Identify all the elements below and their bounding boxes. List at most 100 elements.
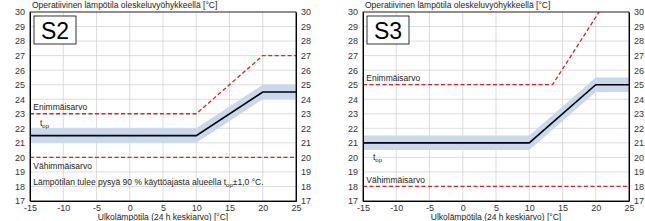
y-axis-left-tick-label: 20 (348, 153, 358, 163)
y-axis-left-tick: 22 (15, 124, 30, 134)
y-axis-left-tick-label: 18 (15, 182, 25, 192)
y-axis-left-tick-label: 30 (15, 7, 25, 17)
y-axis-left-tick-label: 28 (15, 36, 25, 46)
y-axis-right-tick-label: 17 (301, 196, 311, 206)
y-axis-right-tick: 25 (296, 80, 311, 90)
y-grid-line (30, 157, 296, 158)
annotation: Vähimmäisarvo (366, 175, 425, 185)
grid (30, 12, 296, 201)
y-axis-right-tick-label: 26 (301, 66, 311, 76)
y-axis-left-tick: 21 (348, 138, 363, 148)
y-axis-left-tick: 18 (15, 182, 30, 192)
y-axis-right-tick: 20 (629, 153, 644, 163)
y-axis-left-tick-label: 25 (348, 80, 358, 90)
y-axis-left-tick: 23 (348, 109, 363, 119)
y-axis-right-tick-label: 22 (634, 124, 644, 134)
x-axis-tick: 25 (291, 201, 301, 213)
y-axis-left-tick-label: 28 (348, 36, 358, 46)
x-axis-tick: -15 (357, 201, 370, 213)
y-axis-right-tick: 21 (296, 138, 311, 148)
y-axis-left: 1718192021222324252627282930 (348, 7, 364, 206)
x-grid-line (129, 12, 130, 201)
y-axis-right-tick-label: 28 (634, 36, 644, 46)
title-box (367, 16, 409, 44)
y-axis-right-tick-label: 25 (301, 80, 311, 90)
x-axis-tick-label: 25 (624, 203, 634, 213)
y-axis-right-tick: 26 (629, 66, 644, 76)
x-axis-tick: -10 (390, 201, 403, 213)
x-grid-line (163, 12, 164, 201)
y-axis-right-tick-label: 30 (634, 7, 644, 17)
y-axis-left-tick: 24 (15, 95, 30, 105)
y-axis-right-tick-label: 30 (301, 7, 311, 17)
plot-frame (363, 12, 629, 201)
y-axis-right: 1718192021222324252627282930 (629, 7, 644, 206)
y-axis-left-tick: 21 (15, 138, 30, 148)
series-line (363, 85, 629, 143)
y-axis-left-tick-label: 30 (348, 7, 358, 17)
y-axis-title: Operatiivinen lämpötila oleskeluvyöhykke… (32, 0, 217, 10)
y-axis-title: Operatiivinen lämpötila oleskeluvyöhykke… (365, 0, 550, 10)
x-axis-tick-label: -15 (357, 203, 370, 213)
x-axis-tick-label: 25 (291, 203, 301, 213)
x-grid-line (196, 12, 197, 201)
panel: -15-10-505101520251718192021222324252627… (15, 0, 311, 221)
grid (363, 12, 629, 201)
y-axis-right-line (296, 13, 297, 202)
y-axis-right-tick: 21 (629, 138, 644, 148)
y-axis-left-tick: 20 (348, 153, 363, 163)
y-axis-right-tick: 23 (296, 109, 311, 119)
annotation: Vähimmäisarvo (33, 161, 92, 171)
y-axis-right-tick-label: 21 (634, 138, 644, 148)
annotation: Enimmäisarvo (366, 73, 420, 83)
y-axis-right-tick-label: 27 (634, 51, 644, 61)
y-axis-right-tick: 18 (629, 182, 644, 192)
y-axis-left: 1718192021222324252627282930 (15, 7, 31, 206)
x-axis-line (31, 201, 297, 202)
y-axis-left-tick-label: 24 (15, 95, 25, 105)
y-axis-left-tick-label: 22 (15, 124, 25, 134)
y-axis-left-tick: 19 (15, 167, 30, 177)
y-axis-left-tick-label: 25 (15, 80, 25, 90)
y-axis-right-tick-label: 23 (301, 109, 311, 119)
chart-title: S3 (374, 18, 402, 44)
x-axis-tick: 20 (591, 201, 601, 213)
y-axis-left-tick-label: 29 (348, 22, 358, 32)
y-axis-right-tick: 19 (296, 167, 311, 177)
y-axis-right-tick: 27 (296, 51, 311, 61)
y-axis-left-tick: 22 (348, 124, 363, 134)
y-axis-left-tick-label: 29 (15, 22, 25, 32)
y-axis-left-tick: 28 (348, 36, 363, 46)
annotation-part: ±1,0 °C. (233, 177, 264, 187)
y-axis-right-tick-label: 20 (634, 153, 644, 163)
y-axis-right-tick-label: 19 (634, 167, 644, 177)
y-axis-right-tick-label: 26 (634, 66, 644, 76)
y-axis-left-tick: 17 (15, 196, 30, 206)
y-axis-left-tick-label: 17 (348, 196, 358, 206)
y-axis-right-tick-label: 19 (301, 167, 311, 177)
x-axis-title: Ulkolämpötila (24 h keskiarvo) [°C] (431, 212, 561, 221)
y-axis-left-tick: 26 (15, 66, 30, 76)
y-axis-right-tick-label: 17 (634, 196, 644, 206)
y-axis-right-tick: 24 (296, 95, 311, 105)
plot-area (30, 56, 296, 158)
annotation-subscript: op (375, 157, 382, 163)
y-axis-right-tick: 19 (629, 167, 644, 177)
y-axis-right-tick: 17 (296, 196, 311, 206)
y-axis-left-tick: 18 (348, 182, 363, 192)
y-axis-left-tick: 27 (348, 51, 363, 61)
x-axis-tick: -10 (57, 201, 70, 213)
y-axis-left-tick-label: 27 (348, 51, 358, 61)
annotation: Enimmäisarvo (33, 102, 87, 112)
x-grid-line (595, 12, 596, 201)
y-axis-right-tick-label: 24 (301, 95, 311, 105)
x-grid-line (496, 12, 497, 201)
x-axis-tick-label: 20 (258, 203, 268, 213)
y-grid-line (363, 186, 629, 187)
series-line (30, 92, 296, 136)
y-axis-right-tick: 22 (296, 124, 311, 134)
y-axis-right-tick-label: 27 (301, 51, 311, 61)
x-axis-tick-label: 20 (591, 203, 601, 213)
y-axis-right-tick-label: 22 (301, 124, 311, 134)
y-axis-left-tick-label: 20 (15, 153, 25, 163)
